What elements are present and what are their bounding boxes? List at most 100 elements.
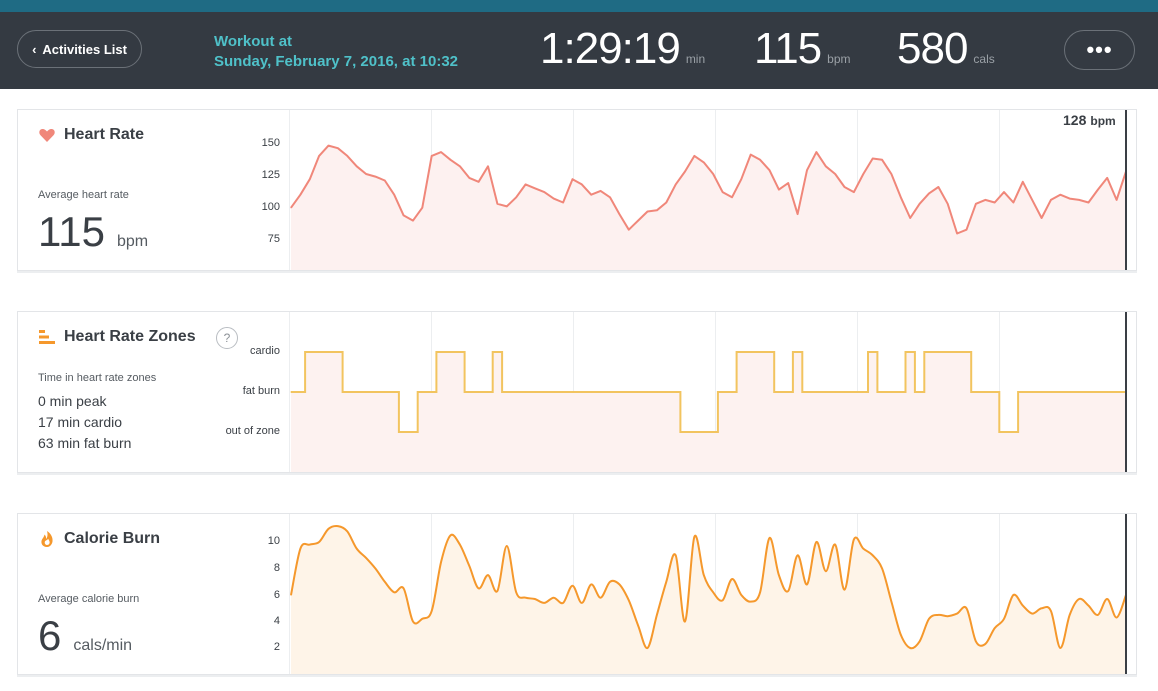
zone-point-69 [937,351,940,353]
cal-point-83 [1069,614,1071,616]
cal-y-tick-6: 6 [273,589,280,601]
hr-point-20 [478,181,480,183]
heart-rate-zones-chart[interactable] [289,312,1136,472]
hr-point-55 [806,169,808,171]
zone-point-84 [1078,391,1080,393]
cal-point-81 [1050,610,1052,612]
heart-rate-card: Heart Rate Average heart rate 115 bpm 15… [17,109,1137,271]
hr-point-80 [1041,217,1043,219]
cal-point-15 [431,610,433,612]
hr-point-48 [740,178,742,180]
hr-point-18 [459,165,461,167]
zone-point-85 [1087,391,1090,393]
hr-point-13 [412,220,414,222]
avg-calorie-label: Average calorie burn [38,593,140,605]
cal-point-40 [665,581,667,583]
cal-point-32 [590,583,592,585]
hr-point-77 [1012,201,1015,204]
hr-point-59 [843,186,846,188]
zone-point-48 [740,351,742,353]
zone-point-22 [496,351,498,353]
cal-point-66 [909,647,911,649]
zones-help-icon[interactable]: ? [216,327,238,349]
zones-title-text: Heart Rate Zones [64,328,196,345]
hr-point-51 [768,169,771,171]
zones-title: Heart Rate Zones [38,328,196,346]
heart-rate-chart[interactable] [289,110,1136,270]
cal-point-45 [712,591,714,593]
zone-point-56 [815,391,818,393]
cal-area [291,525,1126,674]
cal-point-57 [825,570,827,572]
avg-heart-rate-label: Average heart rate [38,189,129,201]
workout-title-line2: Sunday, February 7, 2016, at 10:32 [214,53,459,70]
hr-point-33 [600,190,602,192]
calories-stat: 580 cals [897,24,995,74]
hr-point-25 [525,183,527,185]
zone-point-27 [543,391,545,393]
cal-point-4 [327,528,330,530]
hr-point-44 [703,161,705,163]
zone-point-17 [449,351,452,353]
avg-heart-rate-stat: 115 bpm [754,24,851,74]
cal-point-29 [562,602,564,604]
hr-point-37 [637,220,639,222]
avg-heart-rate-big-value: 115 [38,208,105,255]
avg-calorie-value: 6 [38,612,62,659]
cal-point-34 [609,581,611,583]
hr-point-78 [1022,181,1024,183]
zone-point-31 [581,391,583,393]
zone-point-81 [1050,391,1052,393]
cal-point-77 [1012,594,1015,596]
hr-point-60 [853,191,855,193]
cal-point-11 [393,591,395,593]
more-options-button[interactable]: ••• [1064,30,1135,70]
zone-point-41 [675,391,677,393]
zone-point-88 [1116,391,1118,393]
zone-point-55 [806,391,808,393]
hr-point-30 [571,178,574,180]
cal-point-71 [956,613,958,615]
cal-point-8 [365,557,367,559]
zone-point-3 [318,351,320,353]
zone-point-50 [759,351,761,353]
cal-point-39 [656,614,658,616]
zone-point-25 [525,391,527,393]
more-dots-icon: ••• [1086,37,1113,62]
cal-y-tick-10: 10 [267,535,280,547]
zone-point-58 [834,391,836,393]
hr-point-58 [834,173,836,175]
cal-point-22 [496,590,498,592]
zone-label-outofzone: out of zone [225,425,280,437]
hr-y-tick-75: 75 [267,233,280,245]
zone-point-47 [731,391,733,393]
hr-point-6 [346,155,348,157]
zone-point-28 [553,391,555,393]
activities-list-button[interactable]: ‹ Activities List [17,30,142,68]
zone-point-72 [965,351,968,353]
zone-point-66 [909,351,911,353]
zone-point-65 [900,391,902,393]
hr-point-2 [309,178,311,180]
calorie-burn-chart[interactable] [289,514,1136,674]
cal-point-53 [787,590,789,592]
hr-point-86 [1097,189,1099,191]
zone-point-45 [712,431,714,433]
zone-label-fatburn: fat burn [242,385,280,397]
zone-point-29 [562,391,564,393]
zone-point-51 [768,351,771,353]
zone-point-7 [356,391,358,393]
hr-point-70 [947,203,949,205]
cal-point-63 [881,567,883,570]
activities-list-label: Activities List [42,41,127,57]
hr-point-74 [984,199,986,201]
cal-point-59 [843,589,846,591]
cal-point-73 [975,640,977,642]
avg-heart-rate-value: 115 [754,24,822,73]
zone-point-73 [975,391,977,393]
cal-point-48 [740,594,742,596]
cal-point-69 [937,614,940,616]
cal-point-65 [900,634,902,636]
hr-point-63 [881,159,883,161]
hr-point-35 [618,213,620,215]
